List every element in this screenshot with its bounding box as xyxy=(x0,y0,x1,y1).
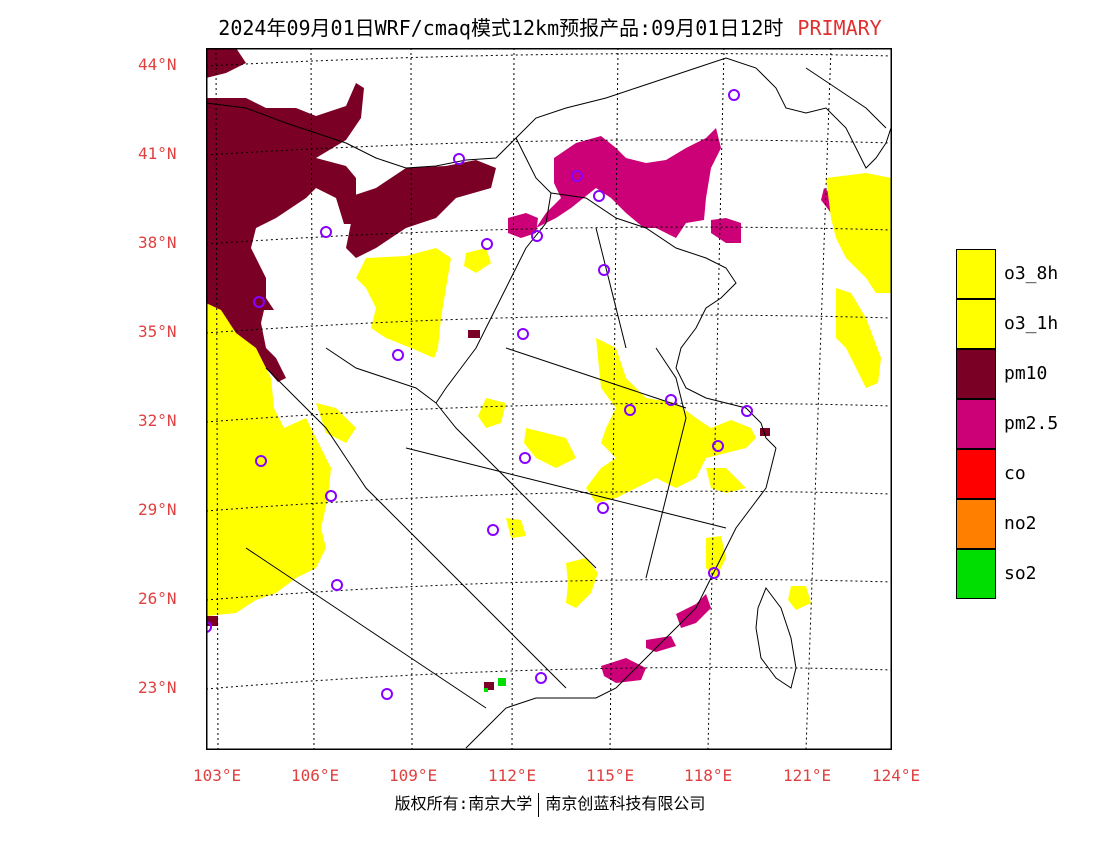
lat-label-32: 32°N xyxy=(138,411,177,430)
station-marker xyxy=(320,226,332,238)
legend-swatch-pm10 xyxy=(956,349,996,399)
map-frame xyxy=(206,48,892,750)
legend-swatch-o3-8h xyxy=(956,249,996,299)
station-marker xyxy=(624,404,636,416)
lat-label-29: 29°N xyxy=(138,500,177,519)
legend-label-no2: no2 xyxy=(1004,513,1037,534)
graticule xyxy=(206,48,892,750)
station-marker xyxy=(665,394,677,406)
legend-label-so2: so2 xyxy=(1004,563,1037,584)
pollution-map[interactable] xyxy=(206,48,892,750)
title-text: 2024年09月01日WRF/cmaq模式12km预报产品:09月01日12时 xyxy=(218,16,784,40)
station-marker xyxy=(325,490,337,502)
lon-label-115: 115°E xyxy=(586,766,635,785)
pm10-areas xyxy=(206,48,770,690)
station-marker xyxy=(206,621,212,633)
station-marker xyxy=(535,672,547,684)
station-markers xyxy=(206,89,753,700)
lon-label-106: 106°E xyxy=(291,766,340,785)
copyright-left: 版权所有:南京大学 xyxy=(394,794,533,813)
legend-swatch-o3-1h xyxy=(956,299,996,349)
lon-label-103: 103°E xyxy=(193,766,242,785)
so2-areas xyxy=(484,678,506,692)
pm25-areas xyxy=(508,128,836,683)
station-marker xyxy=(728,89,740,101)
lat-label-41: 41°N xyxy=(138,144,177,163)
station-marker xyxy=(255,455,267,467)
o3-areas xyxy=(206,173,891,616)
station-marker xyxy=(519,452,531,464)
legend-label-o3-1h: o3_1h xyxy=(1004,313,1059,334)
legend-label-pm10: pm10 xyxy=(1004,363,1048,384)
station-marker xyxy=(741,405,753,417)
station-marker xyxy=(253,296,265,308)
title-primary-tag: PRIMARY xyxy=(797,16,882,40)
lon-label-124: 124°E xyxy=(872,766,921,785)
station-marker xyxy=(517,328,529,340)
lon-label-118: 118°E xyxy=(684,766,733,785)
station-marker xyxy=(708,567,720,579)
station-marker xyxy=(331,579,343,591)
station-marker xyxy=(598,264,610,276)
station-marker xyxy=(487,524,499,536)
legend-label-pm25: pm2.5 xyxy=(1004,413,1059,434)
legend-swatch-pm25 xyxy=(956,399,996,449)
station-marker xyxy=(712,440,724,452)
legend-swatch-so2 xyxy=(956,549,996,599)
copyright-right: 南京创蓝科技有限公司 xyxy=(545,794,706,813)
legend-label-o3-8h: o3_8h xyxy=(1004,263,1059,284)
legend-swatch-co xyxy=(956,449,996,499)
lon-label-112: 112°E xyxy=(488,766,537,785)
lat-label-23: 23°N xyxy=(138,678,177,697)
lat-label-26: 26°N xyxy=(138,589,177,608)
station-marker xyxy=(597,502,609,514)
boundary-lines xyxy=(206,57,892,749)
station-marker xyxy=(571,170,583,182)
station-marker xyxy=(481,238,493,250)
map-title: 2024年09月01日WRF/cmaq模式12km预报产品:09月01日12时 P… xyxy=(0,12,1100,41)
legend-label-co: co xyxy=(1004,463,1026,484)
station-marker xyxy=(381,688,393,700)
lat-label-38: 38°N xyxy=(138,233,177,252)
station-marker xyxy=(453,153,465,165)
lon-label-121: 121°E xyxy=(783,766,832,785)
lat-label-35: 35°N xyxy=(138,322,177,341)
lon-label-109: 109°E xyxy=(389,766,438,785)
station-marker xyxy=(593,190,605,202)
copyright-footer: 版权所有:南京大学 南京创蓝科技有限公司 xyxy=(0,790,1100,817)
station-marker xyxy=(392,349,404,361)
legend-swatch-no2 xyxy=(956,499,996,549)
lat-label-44: 44°N xyxy=(138,55,177,74)
station-marker xyxy=(531,230,543,242)
footer-separator xyxy=(538,792,540,817)
